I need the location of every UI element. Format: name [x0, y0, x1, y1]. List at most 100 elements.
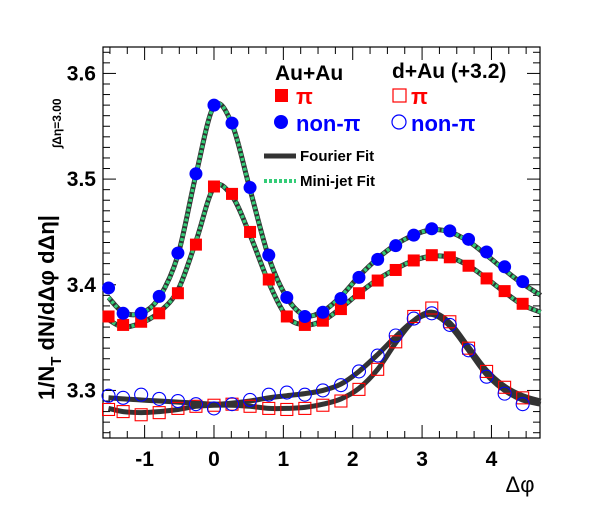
data-point-auau-nonpi: [425, 222, 439, 236]
data-point-auau-pi: [352, 287, 365, 300]
data-point-dau-nonpi: [297, 387, 312, 402]
legend-auau-pi-label: π: [296, 84, 313, 109]
data-point-auau-nonpi: [189, 167, 203, 181]
data-point-dau-pi: [134, 408, 148, 422]
data-point-auau-nonpi: [389, 239, 403, 253]
legend-dau-pi-label: π: [411, 84, 428, 109]
data-point-auau-nonpi: [371, 252, 385, 266]
x-tick-label: 4: [486, 448, 498, 471]
data-point-dau-nonpi: [261, 387, 276, 402]
data-point-dau-nonpi: [424, 306, 439, 321]
y-tick-label: 3.5: [67, 168, 97, 191]
x-tick-label: 3: [416, 448, 428, 471]
data-point-auau-pi: [407, 254, 420, 267]
axis-tick-labels: -1 0 1 2 3 4 3.3 3.4 3.5 3.6: [67, 62, 498, 471]
data-point-dau-nonpi: [279, 385, 294, 400]
y-axis-title-main: 1/N: [34, 366, 59, 400]
data-point-auau-pi: [480, 272, 493, 285]
data-point-dau-pi: [280, 402, 294, 417]
data-point-auau-pi: [244, 225, 257, 238]
data-point-auau-nonpi: [480, 245, 494, 259]
data-point-dau-nonpi: [170, 393, 185, 409]
y-axis-title-rest: dN/dΔφ dΔη|: [34, 215, 59, 357]
legend-minijet-label: Mini-jet Fit: [300, 173, 375, 190]
data-point-auau-pi: [102, 310, 115, 323]
data-point-dau-nonpi: [101, 388, 116, 403]
y-axis-title-sub: T: [48, 357, 65, 366]
data-point-dau-pi: [171, 401, 185, 415]
data-point-auau-nonpi: [298, 309, 312, 323]
legend-dau-nonpi-label: non-π: [411, 111, 476, 136]
legend-auau-nonpi-marker: [274, 115, 288, 129]
data-point-dau-pi: [116, 405, 130, 419]
data-point-dau-nonpi: [333, 378, 348, 393]
y-tick-label: 3.3: [67, 379, 96, 402]
data-point-auau-pi: [189, 238, 202, 251]
x-tick-label: 2: [347, 448, 359, 471]
legend-auau-nonpi-label: non-π: [296, 111, 361, 136]
data-point-dau-pi: [498, 380, 512, 394]
legend-dau-pi-marker: [392, 88, 407, 103]
legend: Au+Au d+Au (+3.2) π π non-π non-π Fourie…: [264, 60, 506, 190]
x-axis-title: Δφ: [506, 472, 535, 497]
data-point-auau-pi: [462, 259, 475, 272]
legend-fourier-label: Fourier Fit: [300, 148, 374, 165]
data-point-auau-nonpi: [243, 181, 257, 195]
data-point-auau-pi: [389, 263, 402, 276]
data-point-dau-pi: [101, 402, 116, 417]
data-point-dau-pi: [152, 406, 166, 420]
data-point-dau-nonpi: [315, 383, 330, 398]
data-point-dau-pi: [480, 364, 494, 378]
data-point-auau-nonpi: [498, 260, 512, 274]
data-point-dau-nonpi: [351, 364, 367, 379]
data-point-dau-pi: [298, 401, 312, 415]
data-point-auau-nonpi: [316, 305, 330, 319]
data-point-dau-nonpi: [406, 311, 421, 326]
data-point-dau-nonpi: [134, 387, 149, 402]
data-points: [101, 98, 530, 422]
data-point-auau-nonpi: [262, 248, 276, 262]
data-point-dau-nonpi: [116, 390, 131, 405]
x-tick-label: 1: [278, 448, 290, 471]
y-axis-title-limit: ∫Δη=3.00: [50, 98, 64, 149]
data-point-dau-nonpi: [188, 397, 203, 412]
data-point-auau-nonpi: [516, 275, 530, 289]
data-point-auau-pi: [226, 187, 239, 200]
data-point-dau-pi: [316, 398, 330, 412]
data-point-dau-nonpi: [515, 397, 530, 412]
data-point-auau-pi: [498, 285, 511, 298]
y-tick-label: 3.4: [67, 274, 97, 297]
data-point-auau-nonpi: [334, 292, 348, 306]
legend-auau-pi-marker: [275, 89, 288, 102]
data-point-auau-nonpi: [407, 228, 421, 242]
data-point-dau-pi: [262, 401, 276, 415]
data-point-auau-pi: [371, 274, 384, 287]
data-point-auau-pi: [334, 303, 347, 316]
data-point-auau-nonpi: [352, 270, 366, 284]
data-point-auau-pi: [171, 287, 184, 300]
data-point-dau-pi: [371, 362, 385, 376]
data-point-auau-nonpi: [443, 224, 457, 238]
y-axis-title: 1/NT dN/dΔφ dΔη| ∫Δη=3.00: [34, 98, 65, 400]
data-point-dau-pi: [352, 382, 366, 396]
data-point-dau-nonpi: [370, 348, 385, 363]
data-point-dau-pi: [334, 394, 348, 408]
data-point-dau-pi: [516, 391, 530, 405]
data-point-dau-nonpi: [243, 392, 258, 408]
data-point-dau-nonpi: [442, 317, 457, 332]
data-point-auau-pi: [280, 310, 293, 323]
data-point-dau-pi: [243, 399, 257, 413]
data-point-auau-nonpi: [171, 246, 185, 260]
data-point-auau-pi: [262, 273, 275, 286]
legend-auau-header: Au+Au: [275, 62, 343, 85]
data-point-auau-nonpi: [225, 116, 239, 130]
svg-text:1/NT dN/dΔφ dΔη|: 1/NT dN/dΔφ dΔη|: [34, 215, 65, 400]
data-point-auau-nonpi: [134, 306, 148, 320]
data-point-dau-nonpi: [479, 369, 494, 384]
data-point-dau-nonpi: [388, 328, 403, 343]
x-tick-label: 0: [208, 448, 220, 471]
data-point-dau-nonpi: [497, 386, 512, 401]
data-point-dau-pi: [425, 301, 439, 315]
